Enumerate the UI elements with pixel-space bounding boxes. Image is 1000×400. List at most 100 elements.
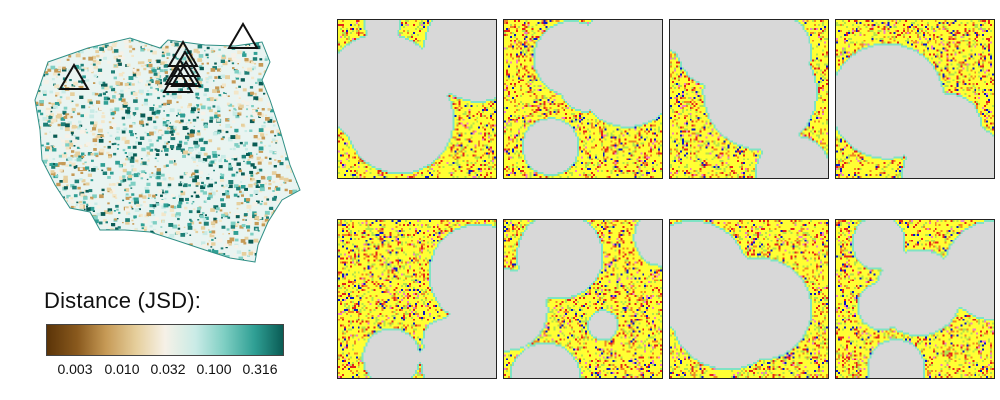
- map-texture-cell: [46, 142, 50, 145]
- map-texture-cell: [161, 148, 164, 151]
- map-texture-cell: [145, 154, 149, 157]
- map-texture-cell: [225, 118, 230, 122]
- map-texture-cell: [66, 38, 71, 39]
- map-texture-cell: [166, 99, 172, 104]
- map-texture-cell: [287, 225, 291, 228]
- map-texture-cell: [227, 216, 231, 219]
- map-texture-cell: [65, 235, 71, 240]
- map-texture-cell: [71, 100, 74, 102]
- map-texture-cell: [89, 250, 95, 255]
- map-texture-cell: [152, 213, 156, 217]
- map-texture-cell: [263, 40, 268, 45]
- map-texture-cell: [155, 42, 160, 47]
- map-texture-cell: [128, 83, 131, 85]
- map-texture-cell: [48, 221, 53, 225]
- map-texture-cell: [74, 224, 80, 229]
- map-texture-cell: [238, 256, 244, 261]
- map-texture-cell: [252, 214, 257, 219]
- map-texture-cell: [275, 185, 278, 189]
- map-texture-cell: [137, 61, 142, 65]
- map-texture-cell: [73, 214, 78, 218]
- map-texture-cell: [269, 206, 274, 210]
- map-texture-cell: [81, 41, 83, 43]
- map-texture-cell: [203, 93, 207, 97]
- map-texture-cell: [268, 144, 271, 147]
- map-texture-cell: [202, 231, 205, 234]
- map-texture-cell: [249, 216, 254, 220]
- map-texture-cell: [286, 122, 290, 126]
- map-texture-cell: [169, 94, 174, 98]
- map-texture-cell: [261, 124, 266, 129]
- map-texture-cell: [58, 69, 61, 71]
- map-texture-cell: [113, 196, 116, 198]
- map-texture-cell: [273, 195, 277, 199]
- map-texture-cell: [116, 218, 119, 220]
- map-texture-cell: [236, 59, 241, 63]
- map-texture-cell: [196, 50, 200, 54]
- map-texture-cell: [118, 164, 122, 168]
- map-texture-cell: [62, 223, 66, 227]
- map-texture-cell: [193, 58, 195, 60]
- map-texture-cell: [250, 91, 254, 95]
- map-texture-cell: [199, 78, 203, 82]
- map-texture-cell: [142, 161, 147, 165]
- map-texture-cell: [292, 260, 295, 262]
- map-texture-cell: [144, 131, 147, 134]
- map-texture-cell: [130, 203, 133, 205]
- map-texture-cell: [277, 62, 282, 66]
- map-texture-cell: [276, 253, 280, 256]
- map-texture-cell: [132, 253, 134, 255]
- map-texture-cell: [284, 44, 288, 48]
- map-texture-cell: [129, 196, 132, 199]
- map-texture-cell: [254, 221, 259, 226]
- map-texture-cell: [304, 138, 309, 142]
- map-texture-cell: [104, 44, 109, 48]
- map-texture-cell: [273, 259, 277, 262]
- map-texture-cell: [142, 195, 147, 199]
- map-texture-cell: [155, 116, 159, 119]
- map-texture-cell: [59, 101, 62, 104]
- map-texture-cell: [151, 234, 155, 237]
- map-texture-cell: [165, 45, 169, 49]
- map-texture-cell: [291, 214, 296, 218]
- map-texture-cell: [91, 234, 95, 238]
- map-texture-cell: [59, 234, 63, 238]
- map-texture-cell: [101, 83, 105, 87]
- map-texture-cell: [35, 161, 36, 165]
- map-texture-cell: [48, 192, 53, 197]
- map-texture-cell: [258, 97, 263, 102]
- map-texture-cell: [218, 154, 220, 157]
- map-texture-cell: [210, 86, 213, 89]
- map-texture-cell: [74, 159, 77, 161]
- map-texture-cell: [277, 82, 282, 86]
- map-texture-cell: [70, 155, 74, 158]
- map-texture-cell: [45, 72, 49, 76]
- map-texture-cell: [205, 53, 209, 57]
- map-texture-cell: [221, 263, 226, 267]
- map-texture-cell: [264, 218, 269, 222]
- map-texture-cell: [279, 162, 284, 166]
- map-texture-cell: [179, 175, 184, 179]
- map-texture-cell: [155, 40, 158, 43]
- map-texture-cell: [31, 60, 34, 62]
- map-texture-cell: [231, 62, 235, 65]
- map-texture-cell: [40, 215, 45, 219]
- map-texture-cell: [70, 86, 75, 90]
- map-texture-cell: [98, 138, 104, 143]
- map-texture-cell: [79, 178, 83, 181]
- map-texture-cell: [85, 142, 91, 146]
- map-texture-cell: [206, 77, 210, 81]
- map-texture-cell: [47, 68, 52, 72]
- map-texture-cell: [49, 242, 52, 244]
- map-texture-cell: [37, 54, 41, 57]
- map-texture-cell: [149, 76, 153, 79]
- map-texture-cell: [61, 162, 66, 166]
- map-texture-cell: [289, 66, 293, 69]
- map-texture-cell: [52, 158, 56, 161]
- map-texture-cell: [260, 133, 265, 137]
- map-texture-cell: [88, 106, 91, 108]
- map-texture-cell: [132, 165, 135, 167]
- map-texture-cell: [163, 76, 166, 78]
- map-texture-cell: [266, 42, 270, 45]
- map-texture-cell: [149, 61, 152, 64]
